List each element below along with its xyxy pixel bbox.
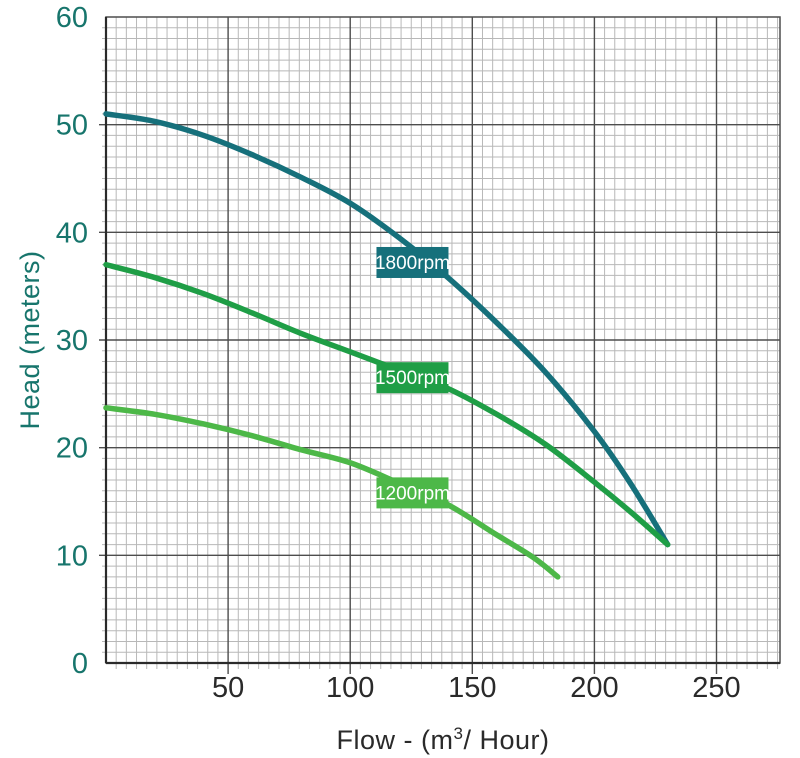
x-tick-label: 250 [692,672,740,704]
y-axis-title: Head (meters) [15,250,45,430]
y-tick-label: 20 [56,433,88,465]
x-tick-label: 150 [448,672,496,704]
curve-label-text-1200rpm: 1200rpm [375,483,450,504]
x-tick-label: 100 [326,672,374,704]
y-tick-label: 0 [72,648,88,680]
curve-1800rpm [103,111,671,548]
y-tick-label: 50 [56,110,88,142]
x-axis-title: Flow - (m3/ Hour) [336,724,550,755]
curve-label-box-1200rpm [376,477,449,509]
curve-label-text-1800rpm: 1800rpm [375,253,450,274]
x-tick-label: 50 [212,672,244,704]
curve-label-box-1500rpm [376,362,449,394]
y-tick-label: 60 [56,2,88,34]
x-tick-label: 200 [570,672,618,704]
curve-1200rpm [103,405,561,580]
y-tick-label: 30 [56,325,88,357]
y-tick-label: 40 [56,217,88,249]
curve-label-text-1500rpm: 1500rpm [375,368,450,389]
y-tick-label: 10 [56,540,88,572]
curve-label-box-1800rpm [376,246,449,278]
